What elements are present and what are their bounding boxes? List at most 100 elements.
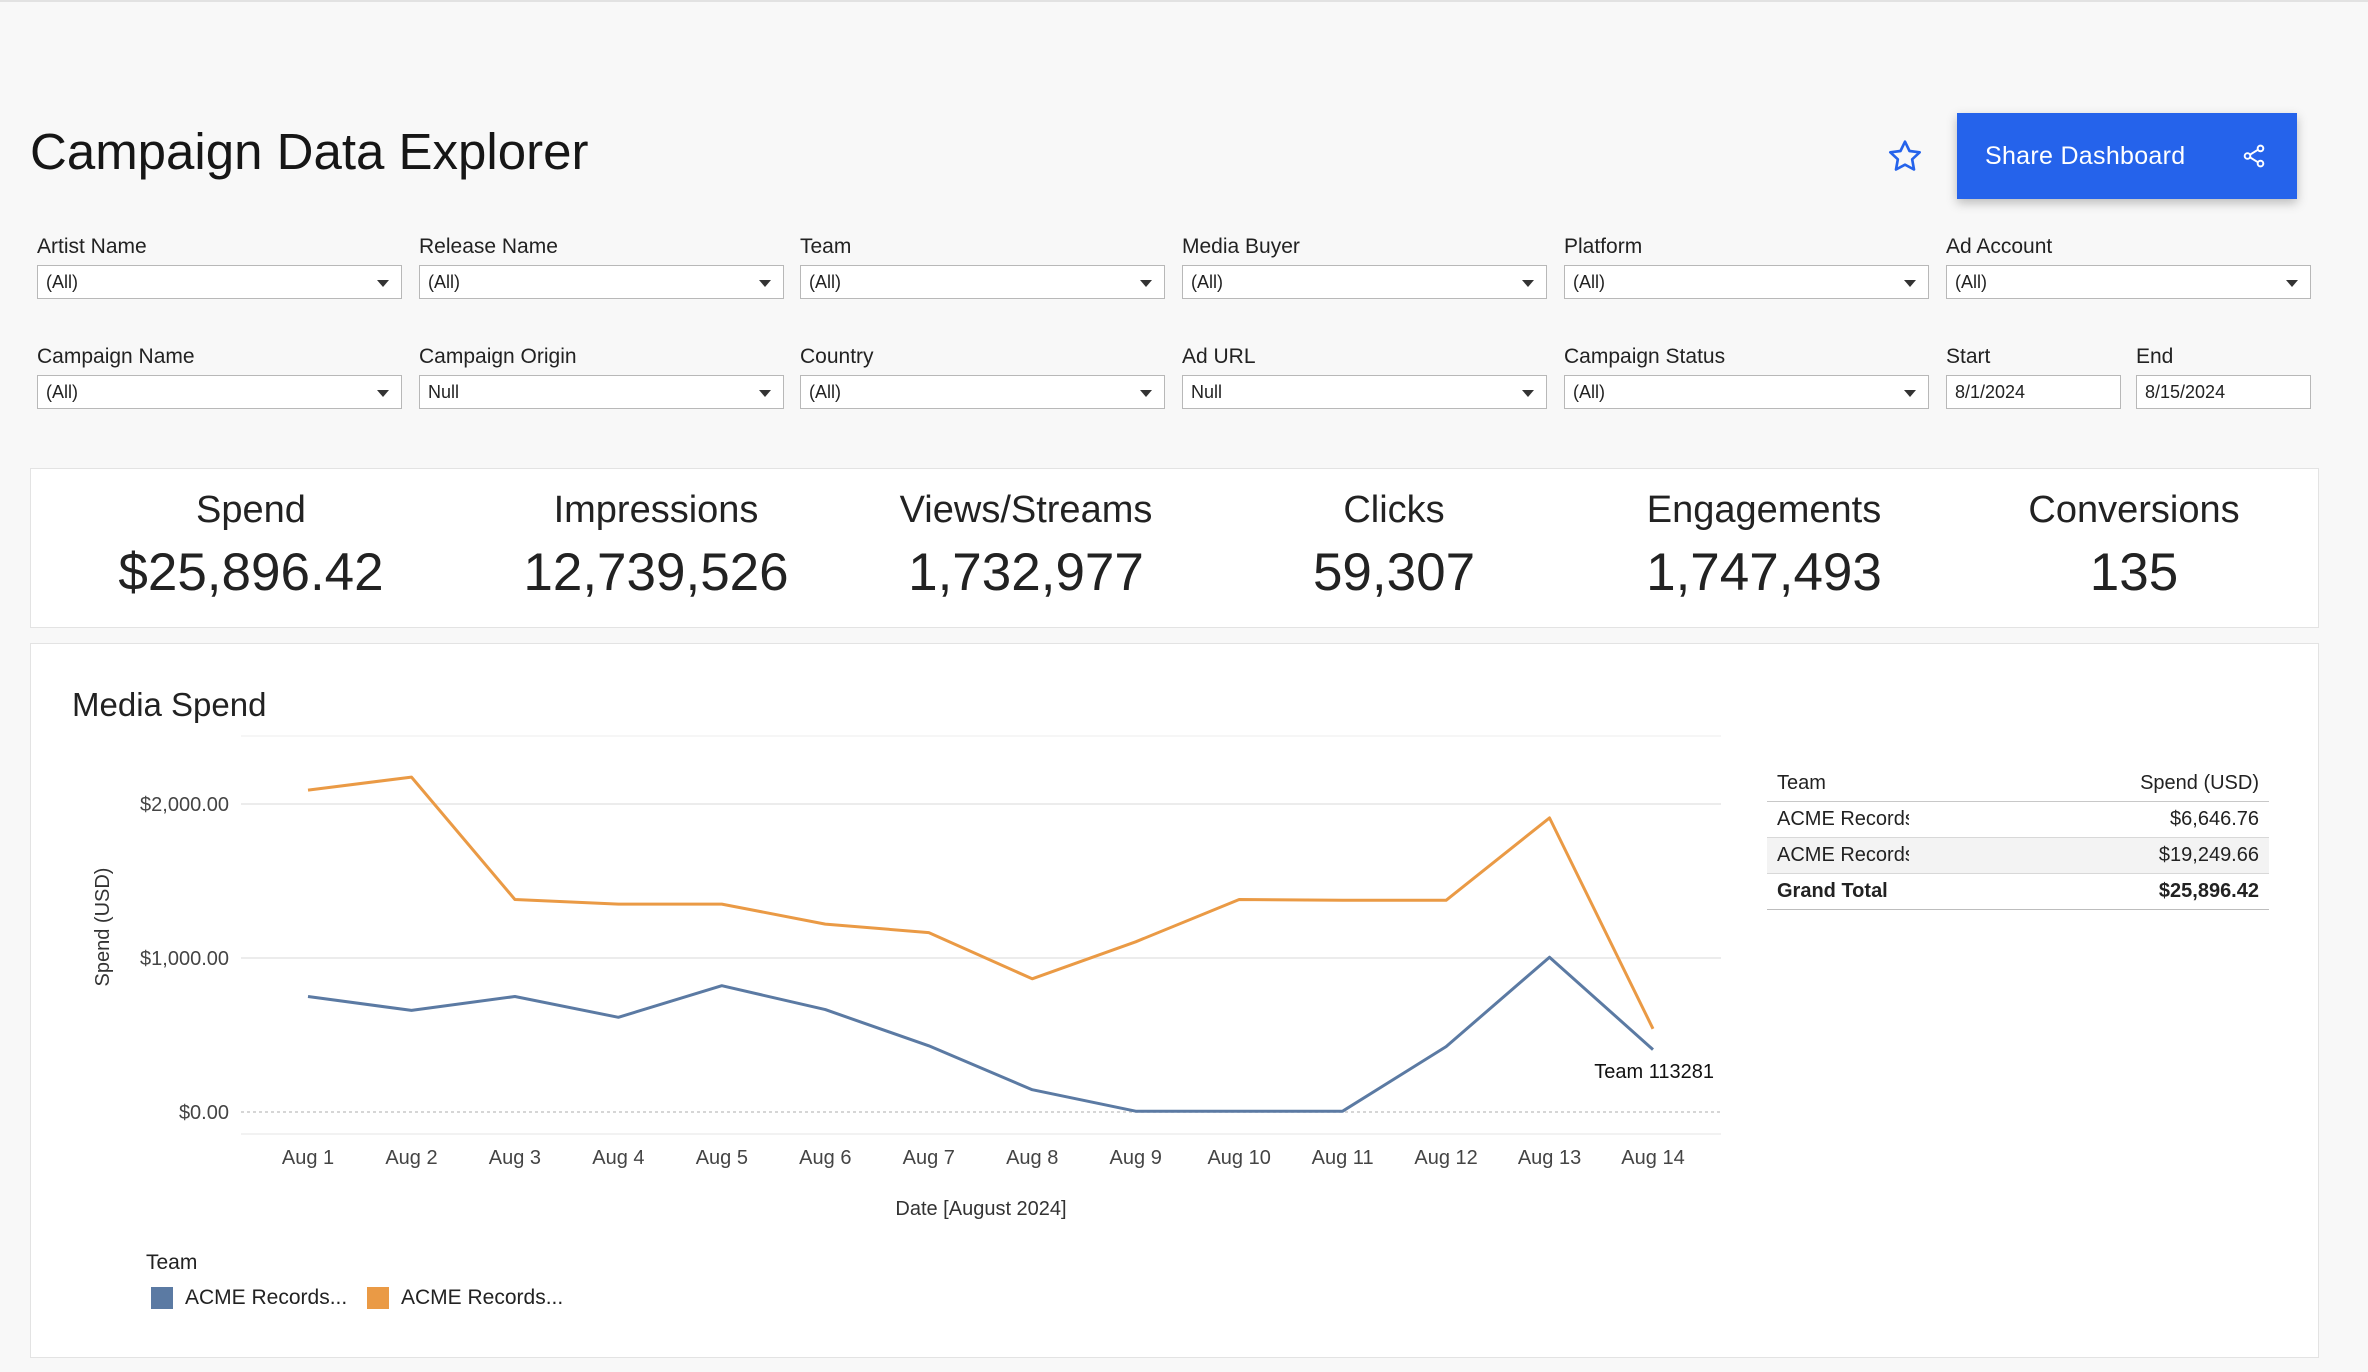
dropdown-arrow-icon [377, 280, 389, 287]
filter-campaign-status: Campaign Status (All) [1564, 343, 1929, 409]
kpi-value: 12,739,526 [523, 543, 789, 602]
dropdown-arrow-icon [1522, 390, 1534, 397]
media-spend-line-chart: $0.00 $1,000.00 $2,000.00 Aug 1 Aug 2 Aug 3 A… [92, 735, 1721, 1220]
total-label: Grand Total [1767, 873, 2019, 910]
kpi-label: Spend [196, 489, 306, 531]
kpi-clicks: Clicks 59,307 [1313, 469, 1475, 603]
filter-campaign-name: Campaign Name (All) [37, 343, 402, 409]
campaign-origin-select[interactable]: Null [419, 375, 784, 409]
kpi-engagements: Engagements 1,747,493 [1646, 469, 1882, 603]
favorite-star-icon[interactable] [1883, 135, 1927, 179]
filter-label: Media Buyer [1182, 235, 1300, 258]
filter-team: Team (All) [800, 233, 1165, 299]
dropdown-arrow-icon [377, 390, 389, 397]
legend-item-orange[interactable]: ACME Records... [367, 1286, 563, 1310]
table-row[interactable]: ACME Records $6,646.76 [1767, 801, 2269, 838]
dropdown-arrow-icon [759, 280, 771, 287]
top-border [0, 0, 2368, 2]
kpi-value: 1,732,977 [908, 543, 1144, 602]
select-value: (All) [1573, 272, 1605, 292]
filter-country: Country (All) [800, 343, 1165, 409]
dropdown-arrow-icon [1140, 280, 1152, 287]
select-value: Null [1191, 382, 1223, 402]
dropdown-arrow-icon [1140, 390, 1152, 397]
table-cell-spend: $6,646.76 [2018, 801, 2269, 838]
select-value: (All) [1955, 272, 1987, 292]
chart-panel-title: Media Spend [72, 686, 267, 723]
legend-title: Team [146, 1251, 198, 1274]
share-dashboard-button[interactable]: Share Dashboard [1957, 113, 2297, 199]
header-team: Team [1767, 767, 2019, 802]
filter-label: Ad URL [1182, 345, 1256, 368]
campaign-status-select[interactable]: (All) [1564, 375, 1929, 409]
share-icon [2243, 144, 2265, 168]
filter-start-date: Start 8/1/2024 [1946, 343, 2121, 409]
table-header-row: Team Spend (USD) [1767, 767, 2269, 802]
table-cell-team: ACME Records [1767, 837, 2019, 874]
kpi-value: 59,307 [1312, 543, 1476, 602]
spend-summary-table: Team Spend (USD) ACME Records $6,646.76 … [1767, 767, 2269, 910]
y-tick-label: $0.00 [179, 1102, 229, 1124]
table-row[interactable]: ACME Records $19,249.66 [1767, 837, 2269, 874]
filter-end-date: End 8/15/2024 [2136, 343, 2311, 409]
y-tick-label: $2,000.00 [140, 794, 229, 816]
filter-label: Campaign Origin [419, 345, 577, 368]
kpi-spend: Spend $25,896.42 [118, 469, 383, 603]
filter-label: Team [800, 235, 852, 258]
filter-label: End [2136, 345, 2174, 368]
country-select[interactable]: (All) [800, 375, 1165, 409]
x-tick-label: Aug 3 [489, 1147, 541, 1169]
end-date-input[interactable]: 8/15/2024 [2136, 375, 2311, 409]
share-dashboard-label: Share Dashboard [1985, 141, 2186, 170]
legend-label: ACME Records... [401, 1286, 564, 1309]
team-select[interactable]: (All) [800, 265, 1165, 299]
x-tick-label: Aug 14 [1621, 1147, 1684, 1169]
filter-release-name: Release Name (All) [419, 233, 784, 299]
x-tick-label: Aug 2 [385, 1147, 437, 1169]
kpi-impressions: Impressions 12,739,526 [523, 469, 788, 603]
table-cell-team: ACME Records [1767, 801, 2019, 838]
series-line-blue [307, 955, 1654, 1113]
select-value: (All) [428, 272, 460, 292]
x-tick-label: Aug 13 [1518, 1147, 1581, 1169]
campaign-name-select[interactable]: (All) [37, 375, 402, 409]
table-total-row: Grand Total $25,896.42 [1767, 873, 2269, 910]
media-buyer-select[interactable]: (All) [1182, 265, 1547, 299]
select-value: (All) [809, 272, 841, 292]
platform-select[interactable]: (All) [1564, 265, 1929, 299]
x-tick-label: Aug 6 [799, 1147, 851, 1169]
filter-label: Country [800, 345, 874, 368]
kpi-panel: Spend $25,896.42 Impressions 12,739,526 … [30, 468, 2319, 628]
kpi-label: Conversions [2028, 489, 2240, 531]
filter-media-buyer: Media Buyer (All) [1182, 233, 1547, 299]
x-tick-label: Aug 11 [1312, 1147, 1374, 1169]
x-tick-label: Aug 5 [696, 1147, 748, 1169]
select-value: Null [428, 382, 460, 402]
x-tick-label: Aug 10 [1207, 1147, 1270, 1169]
media-spend-panel: Media Spend $0.00 $1,000.00 $2,000.00 Aug … [30, 643, 2319, 1358]
start-date-input[interactable]: 8/1/2024 [1946, 375, 2121, 409]
artist-name-select[interactable]: (All) [37, 265, 402, 299]
release-name-select[interactable]: (All) [419, 265, 784, 299]
kpi-label: Engagements [1646, 489, 1882, 531]
ad-account-select[interactable]: (All) [1946, 265, 2311, 299]
team-name: ACME Records [1777, 807, 1909, 830]
table-cell-spend: $19,249.66 [2018, 837, 2269, 874]
kpi-value: $25,896.42 [118, 543, 384, 602]
dropdown-arrow-icon [759, 390, 771, 397]
filter-campaign-origin: Campaign Origin Null [419, 343, 784, 409]
select-value: (All) [1191, 272, 1223, 292]
total-spend: $25,896.42 [2018, 873, 2269, 910]
select-value: (All) [1573, 382, 1605, 402]
kpi-label: Views/Streams [899, 489, 1153, 531]
dropdown-arrow-icon [1904, 390, 1916, 397]
kpi-value: 1,747,493 [1646, 543, 1882, 602]
legend-item-blue[interactable]: ACME Records... [151, 1286, 347, 1310]
legend-swatch [367, 1287, 389, 1309]
filter-platform: Platform (All) [1564, 233, 1929, 299]
kpi-views-streams: Views/Streams 1,732,977 [900, 469, 1153, 603]
series-line-orange [307, 775, 1655, 1030]
ad-url-select[interactable]: Null [1182, 375, 1547, 409]
x-axis-label: Date [August 2024] [895, 1198, 1066, 1220]
select-value: (All) [46, 382, 78, 402]
